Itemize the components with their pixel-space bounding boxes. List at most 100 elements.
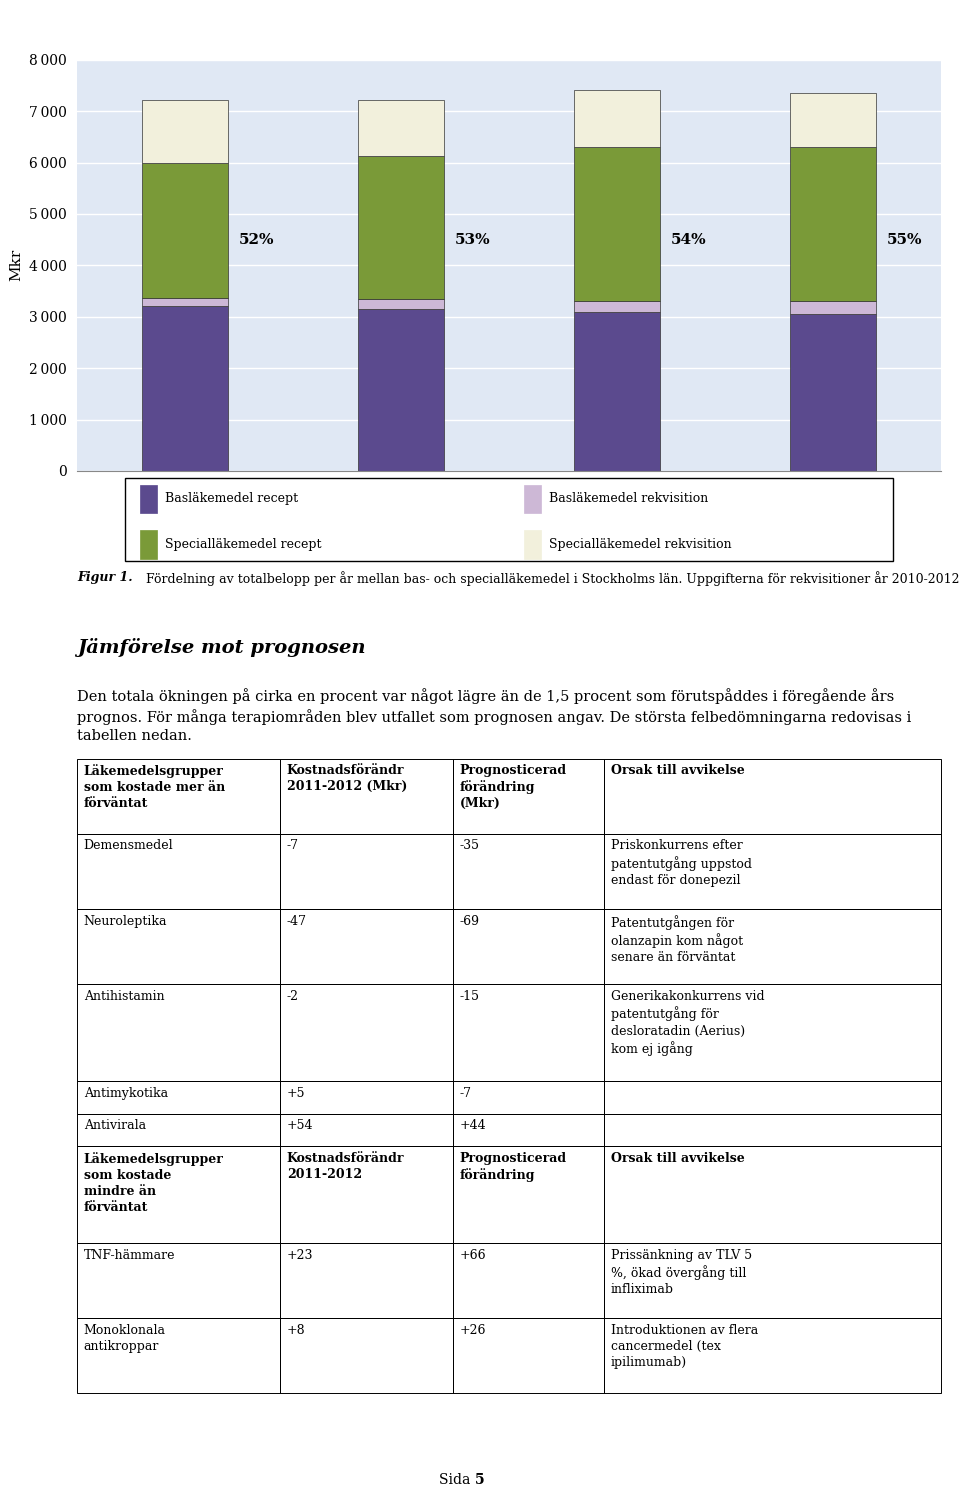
Y-axis label: Mkr: Mkr [10,250,24,281]
Bar [280,984,453,1081]
Text: +44: +44 [460,1120,486,1132]
Bar [280,1242,453,1319]
Bar [604,758,941,834]
Text: Demensmedel: Demensmedel [84,840,174,852]
Bar [77,1147,280,1242]
Bar [280,1114,453,1147]
Bar [77,1114,280,1147]
Text: -7: -7 [287,840,299,852]
Text: Fördelning av totalbelopp per år mellan bas- och specialläkemedel i Stockholms l: Fördelning av totalbelopp per år mellan … [142,571,960,586]
Bar [280,1081,453,1114]
Text: Orsak till avvikelse: Orsak till avvikelse [611,1153,745,1165]
Bar [453,834,604,909]
Bar [77,984,280,1081]
Bar [453,1081,604,1114]
Text: -69: -69 [460,915,480,928]
Text: Antimykotika: Antimykotika [84,1087,168,1100]
Text: Läkemedelsgrupper
som kostade
mindre än
förväntat: Läkemedelsgrupper som kostade mindre än … [84,1153,224,1214]
Text: Monoklonala
antikroppar: Monoklonala antikroppar [84,1323,166,1353]
Bar [453,984,604,1081]
Text: +23: +23 [287,1248,313,1262]
Bar [357,299,444,308]
Bar [142,298,228,306]
Text: Orsak till avvikelse: Orsak till avvikelse [611,764,745,777]
Text: -7: -7 [460,1087,471,1100]
Text: Antivirala: Antivirala [84,1120,146,1132]
Bar [789,314,876,471]
Text: Specialläkemedel rekvisition: Specialläkemedel rekvisition [549,538,732,550]
Bar [574,90,660,147]
Bar [77,834,280,909]
Bar [604,984,941,1081]
Bar [280,1319,453,1393]
Text: Priskonkurrens efter
patentutgång uppstod
endast för donepezil: Priskonkurrens efter patentutgång uppsto… [611,840,752,887]
Bar [574,147,660,300]
Bar [604,1242,941,1319]
Bar [453,1114,604,1147]
FancyBboxPatch shape [125,478,893,561]
Text: Antihistamin: Antihistamin [84,990,164,1003]
Bar [140,529,157,559]
Text: -35: -35 [460,840,480,852]
Text: Prissänkning av TLV 5
%, ökad övergång till
infliximab: Prissänkning av TLV 5 %, ökad övergång t… [611,1248,752,1296]
Bar [453,758,604,834]
Bar [453,1319,604,1393]
Text: 52%: 52% [239,233,275,247]
Bar [280,834,453,909]
Bar [604,1147,941,1242]
Bar [280,909,453,984]
Bar [77,909,280,984]
Bar [789,300,876,314]
Bar [453,1147,604,1242]
Text: +26: +26 [460,1323,486,1337]
Text: +54: +54 [287,1120,313,1132]
Bar [357,100,444,155]
Text: Basläkemedel rekvisition: Basläkemedel rekvisition [549,492,708,505]
Text: 53%: 53% [455,233,491,247]
Text: Kostnadsförändr
2011-2012: Kostnadsförändr 2011-2012 [287,1153,404,1181]
Bar [524,484,541,513]
Bar [453,909,604,984]
Bar [524,529,541,559]
Bar [77,758,280,834]
Text: 5: 5 [475,1473,485,1488]
Bar [77,1319,280,1393]
Text: Jämförelse mot prognosen: Jämförelse mot prognosen [77,638,366,658]
Bar [453,1242,604,1319]
Text: Specialläkemedel recept: Specialläkemedel recept [165,538,322,550]
Bar [789,94,876,147]
Bar [357,155,444,299]
Text: Generikakonkurrens vid
patentutgång för
desloratadin (Aerius)
kom ej igång: Generikakonkurrens vid patentutgång för … [611,990,764,1055]
Text: +66: +66 [460,1248,486,1262]
Text: +8: +8 [287,1323,305,1337]
Text: Kostnadsförändr
2011-2012 (Mkr): Kostnadsförändr 2011-2012 (Mkr) [287,764,407,794]
Text: Prognosticerad
förändring: Prognosticerad förändring [460,1153,566,1183]
Text: Läkemedelsgrupper
som kostade mer än
förväntat: Läkemedelsgrupper som kostade mer än för… [84,764,225,810]
Text: -15: -15 [460,990,480,1003]
Text: Den totala ökningen på cirka en procent var något lägre än de 1,5 procent som fö: Den totala ökningen på cirka en procent … [77,688,911,743]
Bar [574,312,660,471]
Bar [142,306,228,471]
Text: Neuroleptika: Neuroleptika [84,915,167,928]
Bar [140,484,157,513]
Text: Sida: Sida [440,1473,475,1488]
Bar [789,147,876,300]
Bar [142,100,228,163]
Bar [77,1081,280,1114]
Text: -2: -2 [287,990,299,1003]
Text: Basläkemedel recept: Basläkemedel recept [165,492,298,505]
Bar [357,308,444,471]
Bar [77,1242,280,1319]
Bar [604,909,941,984]
Bar [574,300,660,312]
Bar [142,163,228,299]
Text: 55%: 55% [887,233,923,247]
Bar [280,1147,453,1242]
Text: Introduktionen av flera
cancermedel (tex
ipilimumab): Introduktionen av flera cancermedel (tex… [611,1323,758,1369]
Text: +5: +5 [287,1087,305,1100]
Bar [604,1081,941,1114]
Text: 54%: 54% [671,233,707,247]
Text: TNF-hämmare: TNF-hämmare [84,1248,176,1262]
Bar [604,834,941,909]
Text: Figur 1.: Figur 1. [77,571,132,585]
